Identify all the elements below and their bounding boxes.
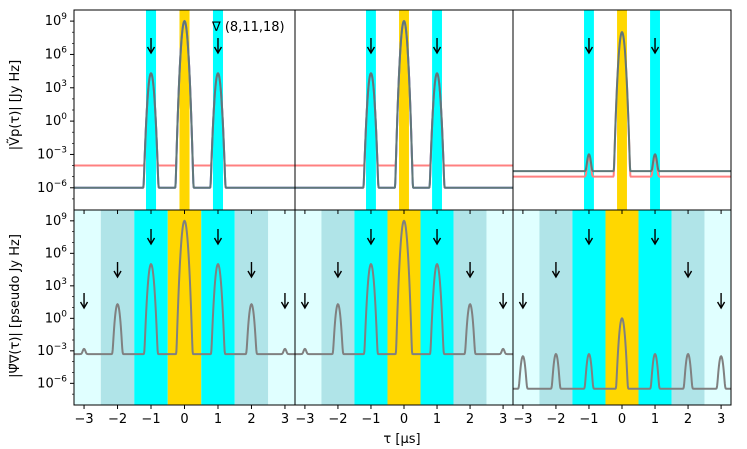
xtick-label-p3-1: −2 [546,412,565,427]
series-r2-p1-grey [74,219,295,356]
band-r1-p1-1 [179,10,190,210]
arrow-r1-p2-0 [366,38,376,55]
band-r1-p2-2 [432,10,442,210]
xtick-label-p1-2: −1 [141,412,160,427]
series-r1-p3-grey [513,30,731,173]
band-r1-p3-0 [584,10,594,210]
ytick-label-r2-0: 109 [45,212,68,229]
ytick-label-r1-2: 103 [45,79,67,96]
arrow-r1-p3-0 [584,38,594,55]
x-axis-label: τ [μs] [383,432,420,447]
ytick-label-r2-2: 103 [45,277,67,294]
xtick-label-p2-5: 2 [466,412,474,427]
xtick-label-p2-0: −3 [295,412,314,427]
band-r2-p1-6 [268,210,295,405]
band-layer [74,10,731,405]
arrow-r1-p1-1 [213,38,223,55]
arrow-r2-p1-5 [280,293,290,310]
arrow-r1-p3-1 [650,38,660,55]
ytick-label-r2-4: 10−3 [37,342,67,359]
arrow-r2-p3-5 [716,293,726,310]
band-r2-p1-3 [167,210,202,405]
ytick-label-r1-3: 100 [45,112,68,129]
ytick-label-r2-1: 106 [45,244,68,261]
xtick-label-p1-3: 0 [180,412,188,427]
arrow-r2-p2-5 [498,293,508,310]
xtick-label-p2-4: 1 [433,412,441,427]
band-r1-p1-0 [145,10,157,210]
ytick-label-r1-0: 109 [45,12,68,29]
xtick-label-p3-3: 0 [618,412,626,427]
ytick-label-r2-5: 10−6 [37,374,67,391]
arrow-r2-p3-3 [650,229,660,246]
ytick-label-r1-5: 10−6 [37,179,67,196]
band-r2-p1-1 [100,210,135,405]
arrow-r2-p3-1 [551,262,561,279]
band-r1-p3-2 [650,10,660,210]
band-r2-p3-1 [539,210,573,405]
band-r2-p2-1 [321,210,355,405]
band-r2-p2-0 [295,210,322,405]
band-r2-p3-5 [671,210,705,405]
xtick-label-p3-4: 1 [651,412,659,427]
xtick-label-p2-3: 0 [400,412,408,427]
xtick-label-p1-4: 1 [214,412,222,427]
band-r2-p1-0 [74,210,101,405]
arrow-r2-p3-4 [683,262,693,279]
band-r2-p2-5 [453,210,487,405]
xtick-label-p3-5: 2 [684,412,692,427]
arrow-r2-p1-0 [79,293,89,310]
band-r2-p1-5 [234,210,269,405]
series-layer [74,19,731,390]
band-r2-p2-6 [486,210,513,405]
band-r1-p2-1 [399,10,409,210]
arrow-r2-p1-3 [213,229,223,246]
xtick-label-p3-2: −1 [579,412,598,427]
arrow-r2-p1-1 [113,262,122,279]
arrow-r1-p1-0 [146,38,156,55]
arrow-r2-p2-0 [300,293,310,310]
ytick-label-r1-1: 106 [45,45,68,62]
band-r1-p2-0 [366,10,376,210]
xtick-label-p2-6: 3 [499,412,507,427]
ytick-label-r2-3: 100 [45,309,68,326]
series-r2-p3-grey [513,317,731,390]
arrow-r2-p1-4 [247,262,256,279]
xtick-label-p1-1: −2 [108,412,127,427]
series-r1-p2-grey [295,19,513,189]
band-r1-p3-1 [617,10,627,210]
band-r1-p1-2 [212,10,224,210]
row2-ylabel: |Ψ̃∇(τ)| [pseudo Jy Hz] [8,234,23,378]
arrow-r2-p3-0 [518,293,528,310]
arrow-r1-p2-1 [432,38,442,55]
arrow-r2-p2-2 [366,229,376,246]
xtick-label-p2-2: −1 [361,412,380,427]
arrow-r2-p2-3 [432,229,442,246]
row1-ylabel: |Ṽp(τ)| [Jy Hz] [7,60,23,150]
series-r2-p2-grey [295,219,513,356]
xtick-label-p3-6: 3 [717,412,725,427]
xtick-label-p1-6: 3 [281,412,289,427]
xtick-label-p1-0: −3 [74,412,93,427]
arrow-r2-p1-2 [146,229,156,246]
axes-layer [70,9,732,409]
arrow-r2-p3-2 [584,229,594,246]
series-r1-p1-grey [74,19,295,189]
band-r2-p3-3 [605,210,639,405]
ytick-label-r1-4: 10−3 [37,145,67,162]
xtick-label-p1-5: 2 [247,412,255,427]
panel-annotation: ∇ (8,11,18) [211,20,285,35]
xtick-label-p3-0: −3 [513,412,532,427]
band-r2-p2-3 [387,210,421,405]
xtick-label-p2-1: −2 [328,412,347,427]
arrow-r2-p2-1 [333,262,343,279]
arrow-r2-p2-4 [465,262,475,279]
